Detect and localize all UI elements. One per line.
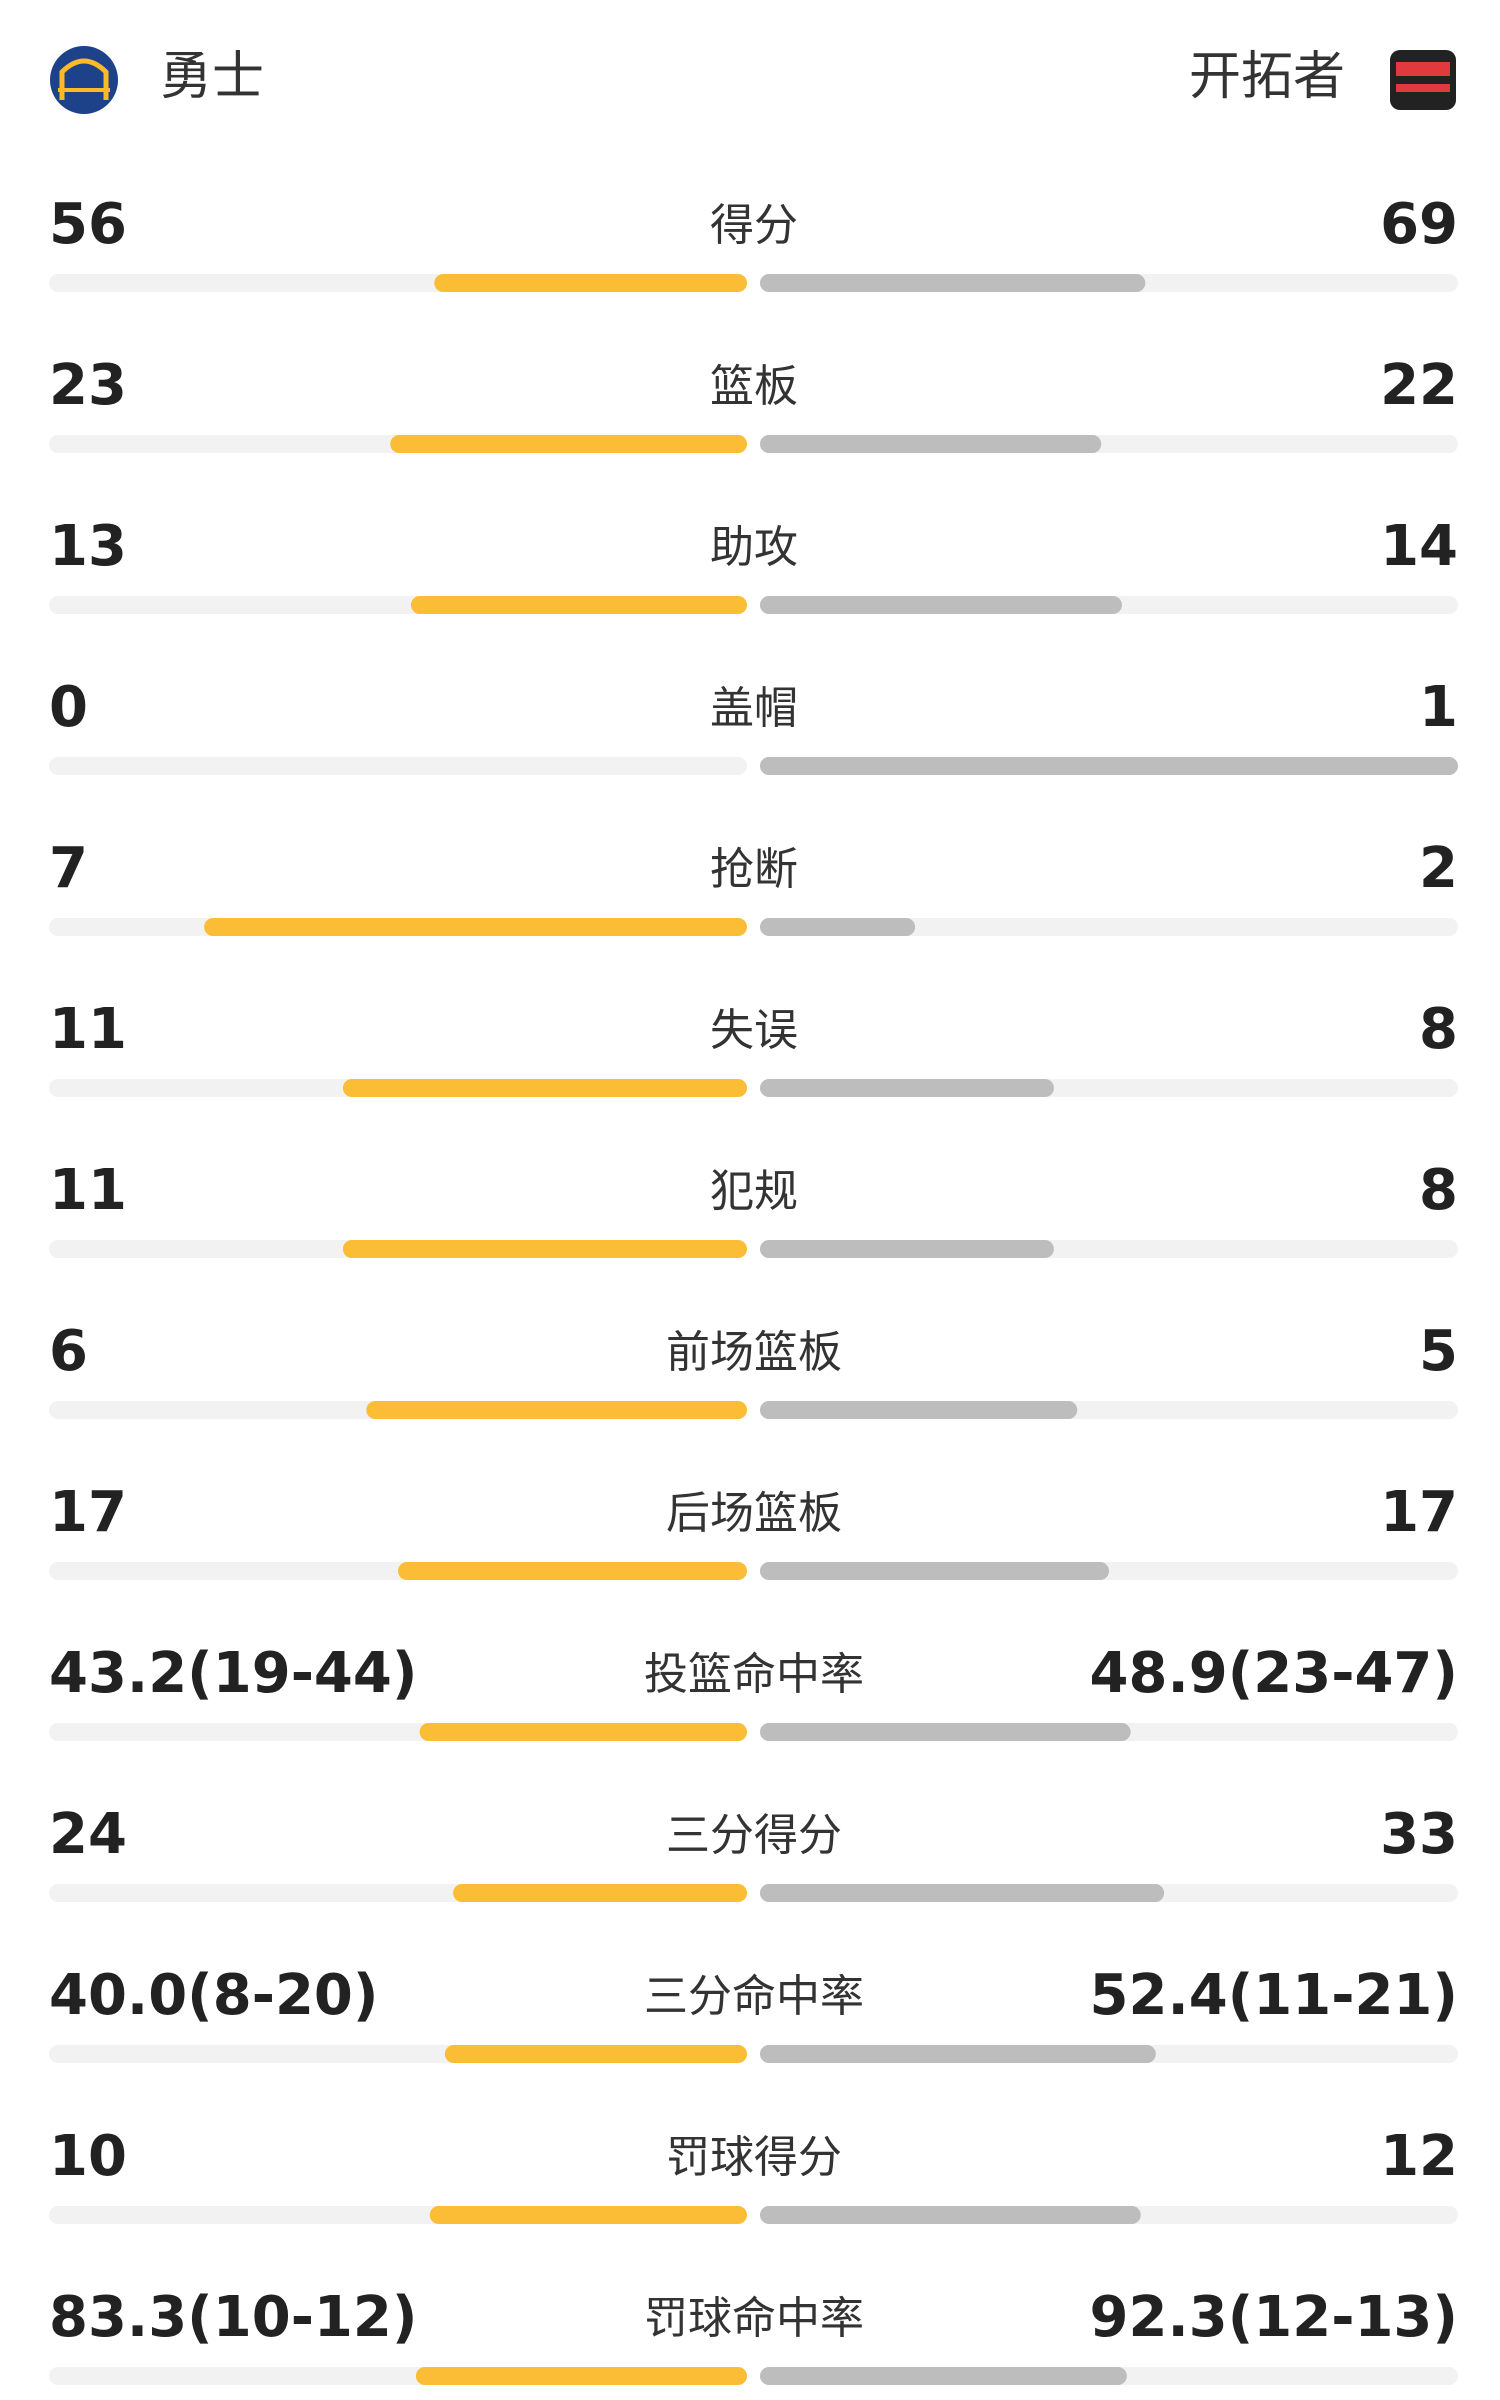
stat-label: 罚球得分: [666, 2132, 842, 2183]
home-bar: [342, 1240, 747, 1258]
away-value: 92.3(12-13): [1090, 2285, 1458, 2350]
home-bar: [342, 1079, 747, 1097]
home-bar: [444, 2045, 747, 2063]
away-value: 17: [1380, 1480, 1458, 1545]
track: [49, 757, 747, 775]
home-bar: [434, 274, 747, 292]
stat-label: 篮板: [710, 361, 798, 412]
away-bar: [760, 1401, 1078, 1419]
home-team: 勇士: [160, 47, 264, 107]
home-value: 7: [49, 836, 88, 901]
away-bar: [760, 435, 1102, 453]
away-bar: [760, 1723, 1131, 1741]
home-value: 0: [49, 675, 88, 740]
home-value: 83.3(10-12): [49, 2285, 417, 2350]
home-bar: [204, 918, 748, 936]
away-value: 8: [1419, 997, 1458, 1062]
away-bar: [760, 918, 916, 936]
away-value: 52.4(11-21): [1090, 1963, 1458, 2028]
away-value: 33: [1380, 1802, 1458, 1867]
stat-label: 罚球命中率: [644, 2293, 864, 2344]
away-value: 14: [1380, 514, 1458, 579]
away-value: 69: [1380, 192, 1458, 257]
home-value: 17: [49, 1480, 127, 1545]
stat-label: 三分得分: [666, 1810, 842, 1861]
away-bar: [760, 1079, 1054, 1097]
away-bar: [760, 2367, 1127, 2385]
stat-label: 抢断: [710, 844, 798, 895]
away-value: 5: [1419, 1319, 1458, 1384]
home-value: 24: [49, 1802, 127, 1867]
away-team: 开拓者: [1189, 47, 1345, 107]
away-logo: [1390, 50, 1456, 110]
stat-label: 三分命中率: [644, 1971, 864, 2022]
home-value: 6: [49, 1319, 88, 1384]
home-value: 43.2(19-44): [49, 1641, 417, 1706]
home-value: 23: [49, 353, 127, 418]
home-value: 56: [49, 192, 127, 257]
stat-label: 助攻: [710, 522, 798, 573]
away-bar: [760, 274, 1146, 292]
away-bar: [760, 1884, 1165, 1902]
home-value: 13: [49, 514, 127, 579]
stat-label: 得分: [710, 200, 798, 251]
away-value: 1: [1419, 675, 1458, 740]
home-bar: [398, 1562, 747, 1580]
home-bar: [429, 2206, 747, 2224]
away-bar: [760, 1562, 1109, 1580]
home-value: 40.0(8-20): [49, 1963, 379, 2028]
home-logo: [50, 46, 118, 114]
home-bar: [366, 1401, 747, 1419]
away-value: 12: [1380, 2124, 1458, 2189]
away-value: 8: [1419, 1158, 1458, 1223]
stat-label: 犯规: [710, 1166, 798, 1217]
home-value: 10: [49, 2124, 127, 2189]
away-bar: [760, 1240, 1054, 1258]
away-value: 22: [1380, 353, 1458, 418]
stat-label: 后场篮板: [666, 1488, 842, 1539]
stat-label: 盖帽: [710, 683, 798, 734]
home-bar: [419, 1723, 747, 1741]
away-bar: [760, 2045, 1156, 2063]
away-bar: [760, 757, 1458, 775]
stat-label: 失误: [710, 1005, 798, 1056]
stat-label: 投篮命中率: [644, 1649, 864, 1700]
away-bar: [760, 2206, 1141, 2224]
track: [760, 918, 1458, 936]
home-value: 11: [49, 997, 127, 1062]
home-bar: [390, 435, 747, 453]
away-bar: [760, 596, 1122, 614]
away-value: 2: [1419, 836, 1458, 901]
home-value: 11: [49, 1158, 127, 1223]
away-value: 48.9(23-47): [1090, 1641, 1458, 1706]
home-bar: [410, 596, 747, 614]
stat-label: 前场篮板: [666, 1327, 842, 1378]
home-bar: [453, 1884, 747, 1902]
home-bar: [415, 2367, 747, 2385]
